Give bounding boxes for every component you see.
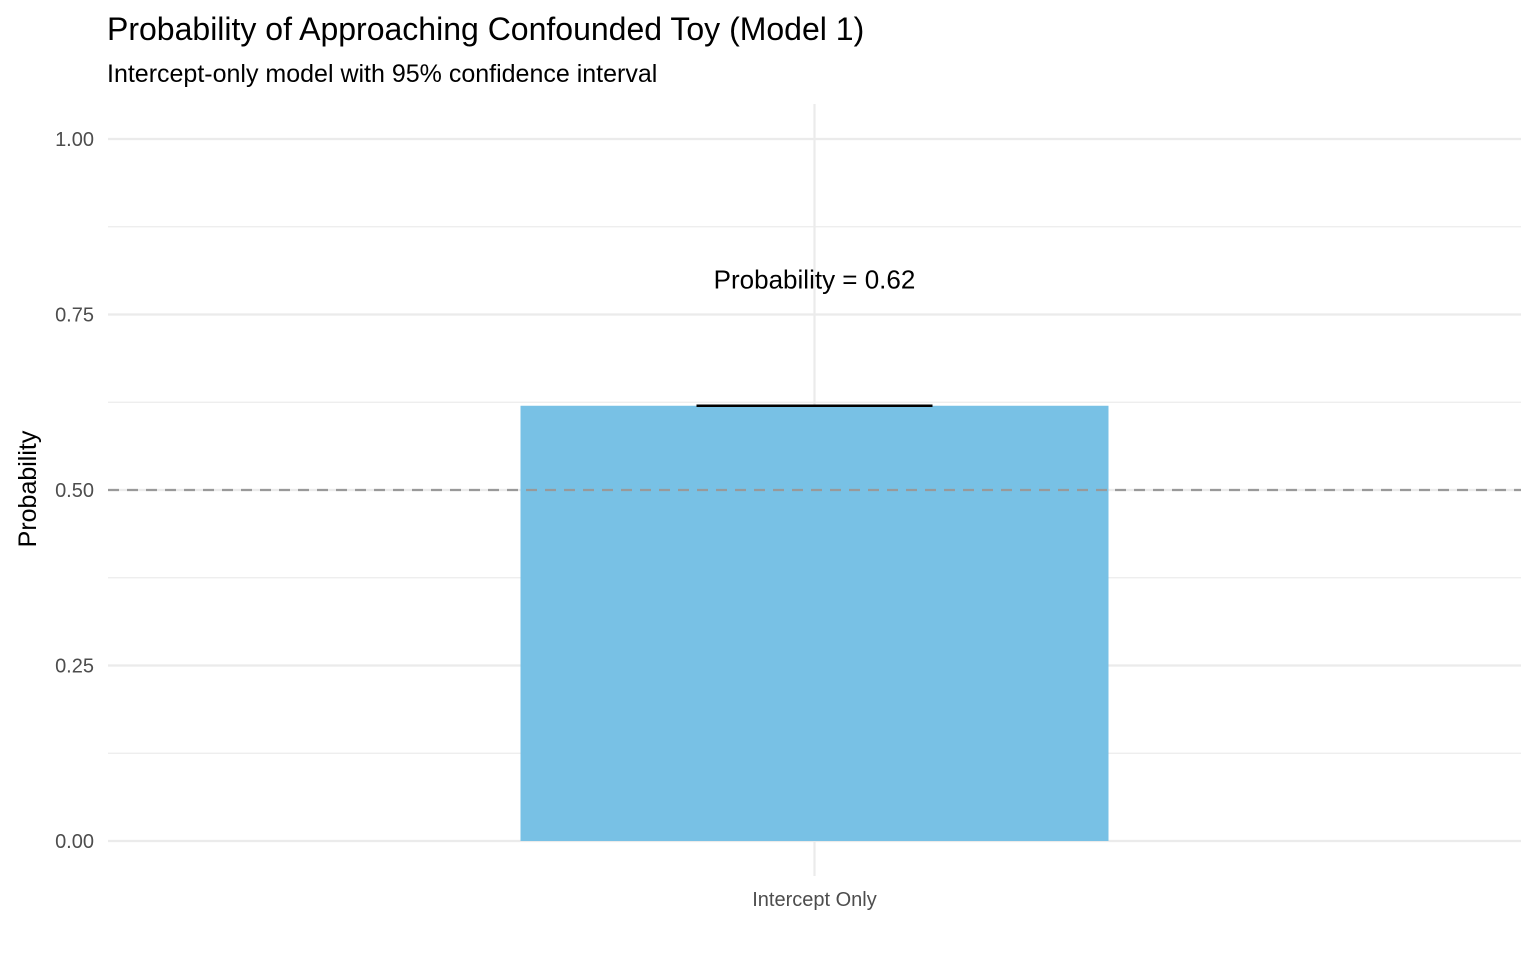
y-tick-label: 1.00 (55, 129, 94, 151)
bar-layer (520, 405, 1109, 841)
y-tick-label: 0.75 (55, 305, 94, 327)
y-tick-label: 0.50 (55, 480, 94, 502)
y-tick-label: 0.25 (55, 656, 94, 678)
y-axis-title: Probability (14, 430, 42, 547)
chart-subtitle: Intercept-only model with 95% confidence… (107, 60, 657, 88)
chart-title: Probability of Approaching Confounded To… (107, 11, 864, 47)
y-tick-label: 0.00 (55, 831, 94, 853)
bar-annotation: Probability = 0.62 (714, 264, 916, 294)
bar-intercept-only (520, 405, 1109, 841)
tick-layer: 0.00 0.25 0.50 0.75 1.00 Intercept Only (55, 129, 877, 911)
x-tick-label: Intercept Only (752, 889, 877, 911)
